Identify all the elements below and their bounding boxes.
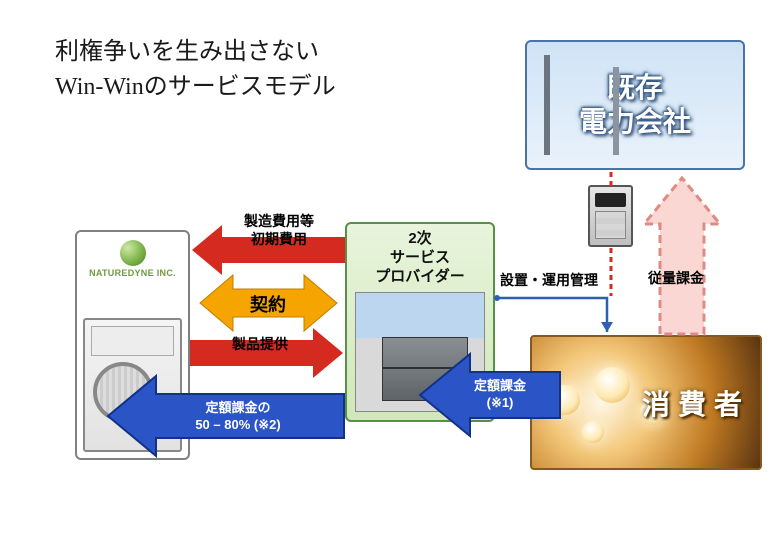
arrow-setup-ops [494, 295, 613, 332]
title-line-1: 利権争いを生み出さない [55, 39, 319, 65]
utility-label: 既存電力会社 [527, 42, 743, 168]
svg-text:定額課金の: 定額課金の [204, 400, 270, 415]
container-photo [355, 292, 485, 412]
label-initial-cost: 製造費用等初期費用 [224, 213, 334, 248]
node-utility: 既存電力会社 [525, 40, 745, 170]
node-consumer: 消費者 [530, 335, 762, 470]
svg-text:50 – 80% (※2): 50 – 80% (※2) [195, 417, 280, 432]
manufacturer-logo: NATUREDYNE INC. [77, 240, 188, 278]
contract-label: 契約 [249, 294, 286, 315]
label-usage-billing: 従量課金 [648, 270, 704, 288]
secondary-provider-title: 2次 サービス プロバイダー [347, 230, 493, 286]
leaf-globe-icon [120, 240, 146, 266]
arrow-contract: 契約 [200, 275, 337, 331]
label-setup-ops: 設置・運用管理 [500, 272, 598, 290]
title-line-2: Win-Winのサービスモデル [55, 74, 336, 100]
page-title: 利権争いを生み出さない Win-Winのサービスモデル [55, 35, 336, 105]
machine-illustration [83, 318, 182, 452]
node-secondary-provider: 2次 サービス プロバイダー [345, 222, 495, 422]
node-manufacturer: NATUREDYNE INC. [75, 230, 190, 460]
label-product-supply: 製品提供 [232, 336, 288, 354]
consumer-label: 消費者 [642, 383, 750, 423]
arrow-usage-billing [644, 178, 720, 334]
manufacturer-brand: NATUREDYNE INC. [77, 268, 188, 278]
electricity-meter-icon [588, 185, 633, 247]
